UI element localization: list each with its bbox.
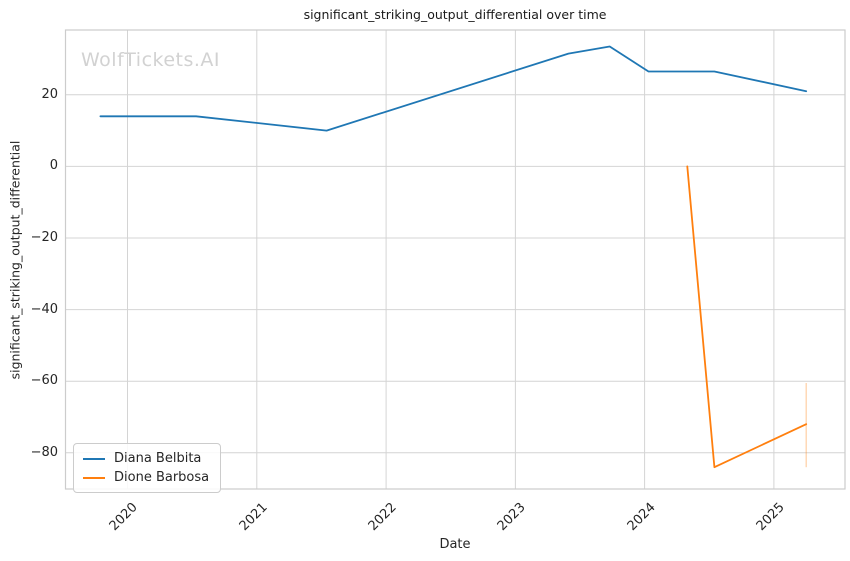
legend-line-swatch-blue xyxy=(83,457,105,460)
x-axis-label: Date xyxy=(439,537,471,552)
watermark: WolfTickets.AI xyxy=(81,49,221,71)
series-line-dione-barbosa xyxy=(686,165,808,469)
chart-title: significant_striking_output_differential… xyxy=(303,7,607,22)
axes-spine xyxy=(64,29,846,490)
y-tick-label: −80 xyxy=(30,444,58,460)
legend-item-dione-barbosa: Dione Barbosa xyxy=(83,468,209,487)
legend-item-diana-belbita: Diana Belbita xyxy=(83,449,209,468)
legend-label: Diana Belbita xyxy=(114,451,202,466)
y-tick-label: −60 xyxy=(30,373,58,389)
y-tick-label: −20 xyxy=(30,230,58,246)
y-tick-label: 0 xyxy=(49,158,58,174)
legend-line-swatch-orange xyxy=(83,476,105,479)
y-tick-label: 20 xyxy=(41,86,58,102)
legend-label: Dione Barbosa xyxy=(114,470,210,485)
y-tick-label: −40 xyxy=(30,301,58,317)
legend: Diana Belbita Dione Barbosa xyxy=(73,443,222,493)
series-line-diana-belbita xyxy=(99,45,808,132)
